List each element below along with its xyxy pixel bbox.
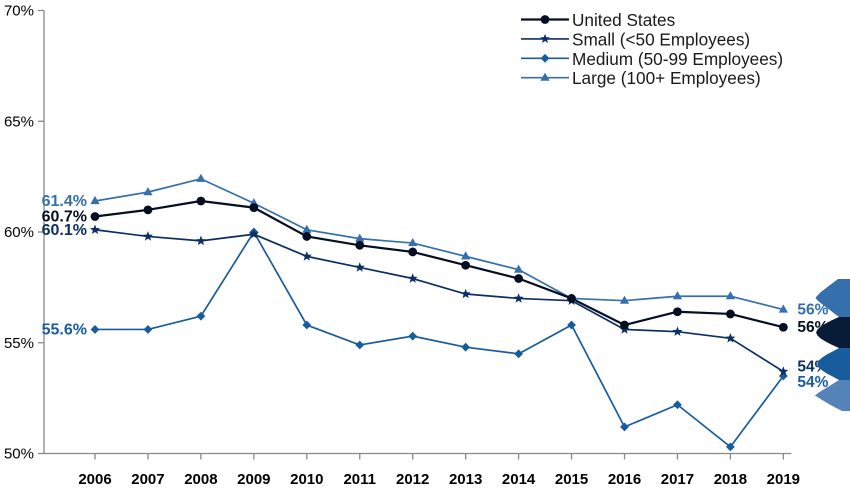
svg-text:2008: 2008 <box>184 471 217 488</box>
svg-text:70%: 70% <box>4 3 34 20</box>
svg-text:2010: 2010 <box>290 471 323 488</box>
svg-text:Small (<50 Employees): Small (<50 Employees) <box>572 29 750 49</box>
svg-text:60%: 60% <box>4 224 34 241</box>
svg-text:2011: 2011 <box>343 471 376 488</box>
svg-text:2006: 2006 <box>78 471 111 488</box>
svg-text:55.6%: 55.6% <box>42 321 87 338</box>
svg-text:65%: 65% <box>4 113 34 130</box>
svg-text:2018: 2018 <box>714 471 747 488</box>
svg-text:Medium (50-99 Employees): Medium (50-99 Employees) <box>572 49 783 69</box>
svg-text:61.4%: 61.4% <box>42 193 87 210</box>
svg-text:2014: 2014 <box>502 471 536 488</box>
svg-text:2015: 2015 <box>555 471 588 488</box>
svg-text:2013: 2013 <box>449 471 482 488</box>
svg-text:2007: 2007 <box>131 471 164 488</box>
svg-text:54%: 54% <box>797 374 828 391</box>
svg-text:2012: 2012 <box>396 471 429 488</box>
svg-text:60.1%: 60.1% <box>42 222 87 239</box>
svg-text:50%: 50% <box>4 446 34 463</box>
svg-text:2017: 2017 <box>661 471 694 488</box>
svg-text:2009: 2009 <box>237 471 270 488</box>
svg-text:2019: 2019 <box>767 471 800 488</box>
svg-text:2016: 2016 <box>608 471 641 488</box>
svg-text:55%: 55% <box>4 335 34 352</box>
svg-text:Large (100+ Employees): Large (100+ Employees) <box>572 68 761 88</box>
svg-text:United States: United States <box>572 10 675 30</box>
